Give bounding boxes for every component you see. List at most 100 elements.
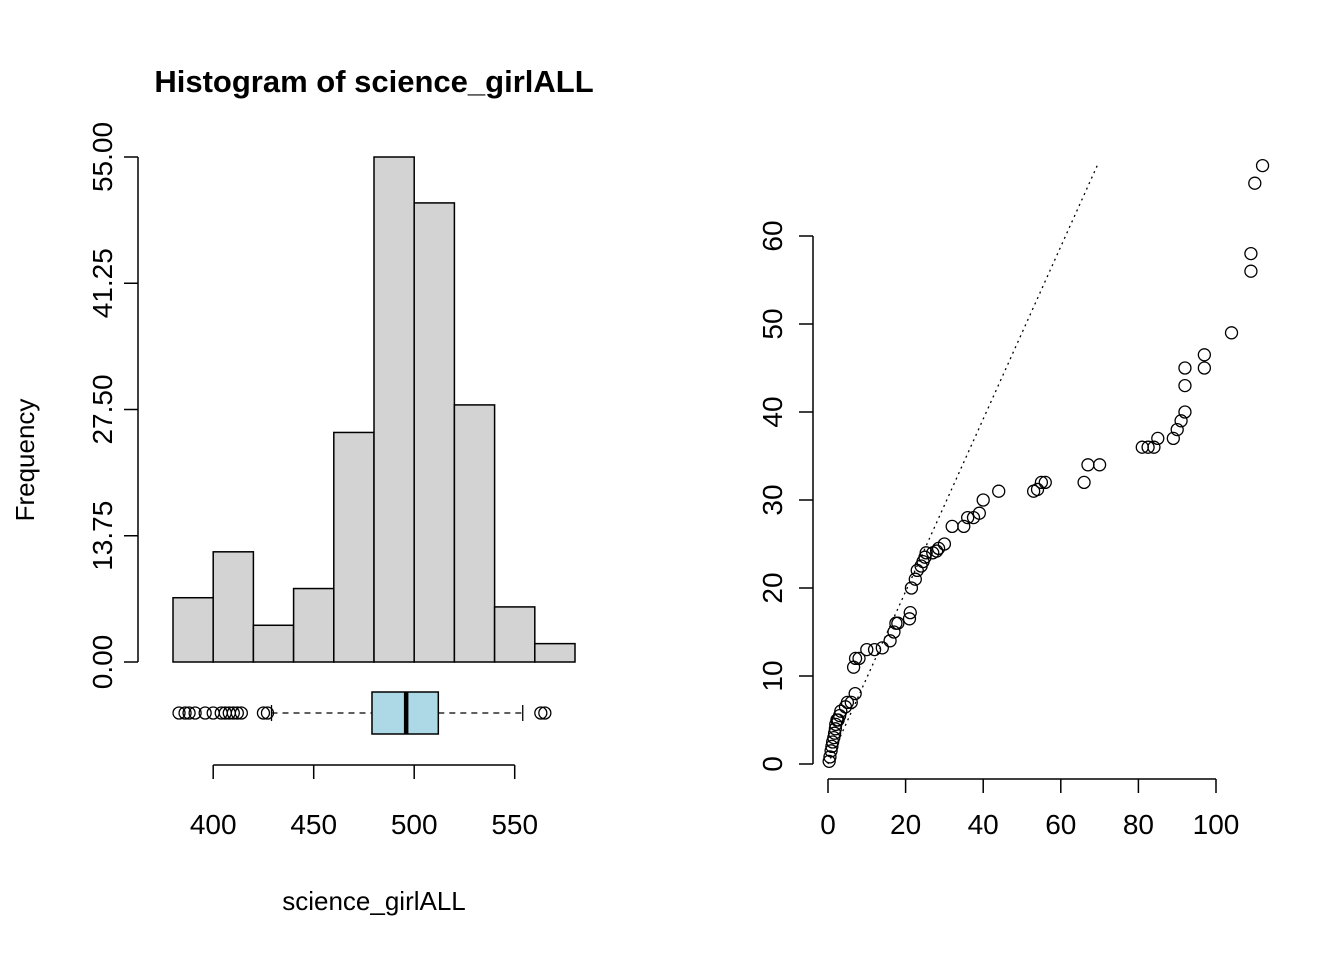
qq-point [1178, 405, 1192, 419]
qq-y-tick-label: 0 [757, 756, 788, 772]
qq-point [827, 726, 842, 740]
qq-y-tick-label: 40 [757, 396, 788, 427]
histogram-bar-3 [252, 624, 295, 663]
qq-point [1030, 482, 1045, 497]
qq-point [972, 506, 986, 520]
qq-point [848, 651, 863, 666]
histogram-bar-1 [172, 596, 214, 663]
qq-x-tick-label: 100 [1193, 809, 1240, 840]
qq-point [846, 660, 861, 674]
qq-y-tick-label: 60 [757, 220, 788, 251]
qq-point [825, 739, 839, 754]
qq-point [883, 634, 897, 648]
boxplot-outlier [534, 706, 548, 720]
qq-point [1244, 246, 1258, 261]
qq-point [824, 744, 838, 758]
qq-point [1244, 264, 1258, 278]
boxplot-outlier [260, 706, 275, 720]
qq-x-tick-label: 40 [968, 809, 999, 840]
qq-y-tick-label: 20 [757, 572, 788, 603]
qq-point [828, 722, 843, 736]
qq-point [976, 493, 990, 507]
histogram-bar-9 [493, 606, 536, 663]
qq-point [1038, 475, 1052, 490]
qq-point [1178, 361, 1192, 375]
boxplot-outlier [538, 706, 552, 720]
qq-points [822, 158, 1270, 769]
histogram-title: Histogram of science_girlALL [154, 64, 593, 99]
boxplot-outlier [234, 706, 248, 720]
boxplot-outlier [256, 706, 271, 720]
qq-point [891, 616, 905, 630]
boxplot [172, 691, 552, 735]
qq-point [860, 642, 874, 657]
histogram-x-axis-label: science_girlALL [282, 886, 466, 916]
qq-x-tick-label: 0 [820, 809, 836, 840]
histogram-y-tick-label: 13.75 [87, 501, 118, 571]
histogram-bar-10 [534, 642, 576, 663]
histogram-bar-4 [292, 587, 335, 663]
qq-point [844, 695, 858, 710]
histogram-y-tick-label: 55.00 [87, 122, 118, 192]
qq-point [961, 510, 975, 525]
qq-point [823, 750, 837, 764]
histogram-x-tick-label: 550 [491, 809, 538, 840]
qq-point [848, 686, 862, 701]
qq-y-axis: 0 10 20 30 40 50 60 [757, 220, 814, 772]
boxplot-outlier [188, 706, 202, 720]
qq-point [1170, 422, 1184, 437]
histogram-x-tick-label: 450 [290, 809, 337, 840]
qq-point [937, 537, 952, 551]
qq-y-tick-label: 10 [757, 660, 788, 691]
qq-point [822, 754, 836, 769]
boxplot-outlier [226, 706, 240, 720]
qq-reference-line-path [827, 165, 1098, 765]
qq-y-tick-label: 30 [757, 484, 788, 515]
qq-point [867, 642, 882, 657]
histogram-bars [172, 156, 576, 663]
qq-point [887, 625, 901, 639]
qq-point [1034, 475, 1049, 490]
qq-point [1174, 414, 1188, 428]
qq-point [902, 612, 917, 626]
qq-point [908, 572, 922, 586]
qq-point [903, 605, 917, 620]
qq-point [1197, 361, 1212, 375]
qq-point [919, 546, 933, 560]
boxplot-outlier [198, 706, 212, 720]
qq-point [929, 544, 944, 558]
qq-point [875, 641, 889, 655]
qq-point [1081, 458, 1095, 472]
histogram-bar-2 [212, 551, 255, 663]
histogram-bar-8 [453, 404, 496, 663]
qq-point [1151, 431, 1165, 446]
qq-point [1255, 158, 1270, 173]
qq-point [1147, 440, 1161, 454]
boxplot-outlier [172, 706, 186, 720]
histogram-y-tick-label: 27.50 [87, 374, 118, 444]
histogram-bar-5 [333, 431, 375, 663]
qq-point [852, 651, 866, 666]
boxplot-outlier [178, 706, 192, 720]
histogram-y-axis: 0.00 13.75 27.50 41.25 55.00 [87, 122, 139, 690]
histogram-x-tick-label: 500 [391, 809, 438, 840]
qq-point [834, 704, 848, 718]
qq-point [1197, 348, 1212, 362]
histogram-bar-6 [373, 156, 415, 663]
qq-x-tick-label: 80 [1123, 809, 1154, 840]
qq-x-tick-label: 60 [1045, 809, 1076, 840]
histogram-y-tick-label: 0.00 [87, 635, 118, 690]
qq-point [1224, 326, 1239, 340]
qq-point [827, 730, 841, 745]
qq-point [957, 519, 971, 534]
qq-x-tick-label: 20 [890, 809, 921, 840]
histogram-panel: Histogram of science_girlALL 0.00 13.75 27… [10, 64, 594, 916]
qq-point [1092, 458, 1107, 472]
qq-plot-panel: 0 10 20 30 40 50 60 0 20 40 60 80 100 [757, 158, 1270, 840]
qq-x-axis: 0 20 40 60 80 100 [820, 778, 1240, 840]
histogram-bar-7 [413, 202, 456, 663]
histogram-x-axis: 400 450 500 550 [190, 764, 538, 840]
qq-point [992, 484, 1006, 498]
qq-y-tick-label: 50 [757, 308, 788, 339]
